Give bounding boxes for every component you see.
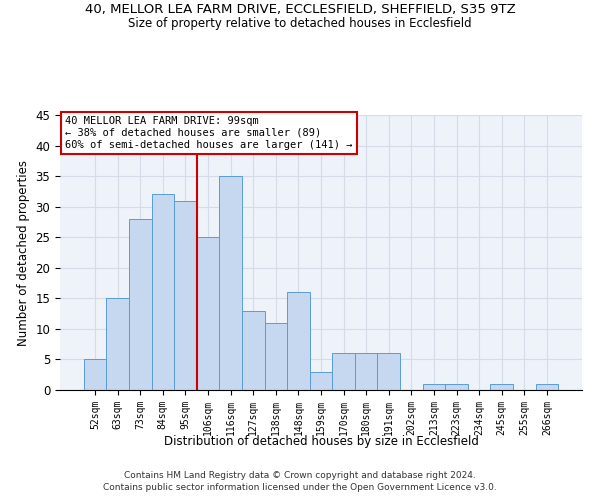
Bar	[129, 219, 152, 390]
Bar	[152, 194, 174, 390]
Bar	[490, 384, 513, 390]
Text: Contains public sector information licensed under the Open Government Licence v3: Contains public sector information licen…	[103, 484, 497, 492]
Bar	[265, 323, 287, 390]
Text: 40, MELLOR LEA FARM DRIVE, ECCLESFIELD, SHEFFIELD, S35 9TZ: 40, MELLOR LEA FARM DRIVE, ECCLESFIELD, …	[85, 2, 515, 16]
Text: Size of property relative to detached houses in Ecclesfield: Size of property relative to detached ho…	[128, 18, 472, 30]
Bar	[355, 354, 377, 390]
Bar	[332, 354, 355, 390]
Bar	[242, 310, 265, 390]
Bar	[377, 354, 400, 390]
Bar	[445, 384, 468, 390]
Bar	[287, 292, 310, 390]
Bar	[220, 176, 242, 390]
Bar	[106, 298, 129, 390]
Bar	[197, 237, 220, 390]
Text: Contains HM Land Registry data © Crown copyright and database right 2024.: Contains HM Land Registry data © Crown c…	[124, 471, 476, 480]
Y-axis label: Number of detached properties: Number of detached properties	[17, 160, 30, 346]
Bar	[174, 200, 197, 390]
Bar	[536, 384, 558, 390]
Text: Distribution of detached houses by size in Ecclesfield: Distribution of detached houses by size …	[164, 435, 478, 448]
Bar	[84, 360, 106, 390]
Bar	[310, 372, 332, 390]
Text: 40 MELLOR LEA FARM DRIVE: 99sqm
← 38% of detached houses are smaller (89)
60% of: 40 MELLOR LEA FARM DRIVE: 99sqm ← 38% of…	[65, 116, 353, 150]
Bar	[422, 384, 445, 390]
